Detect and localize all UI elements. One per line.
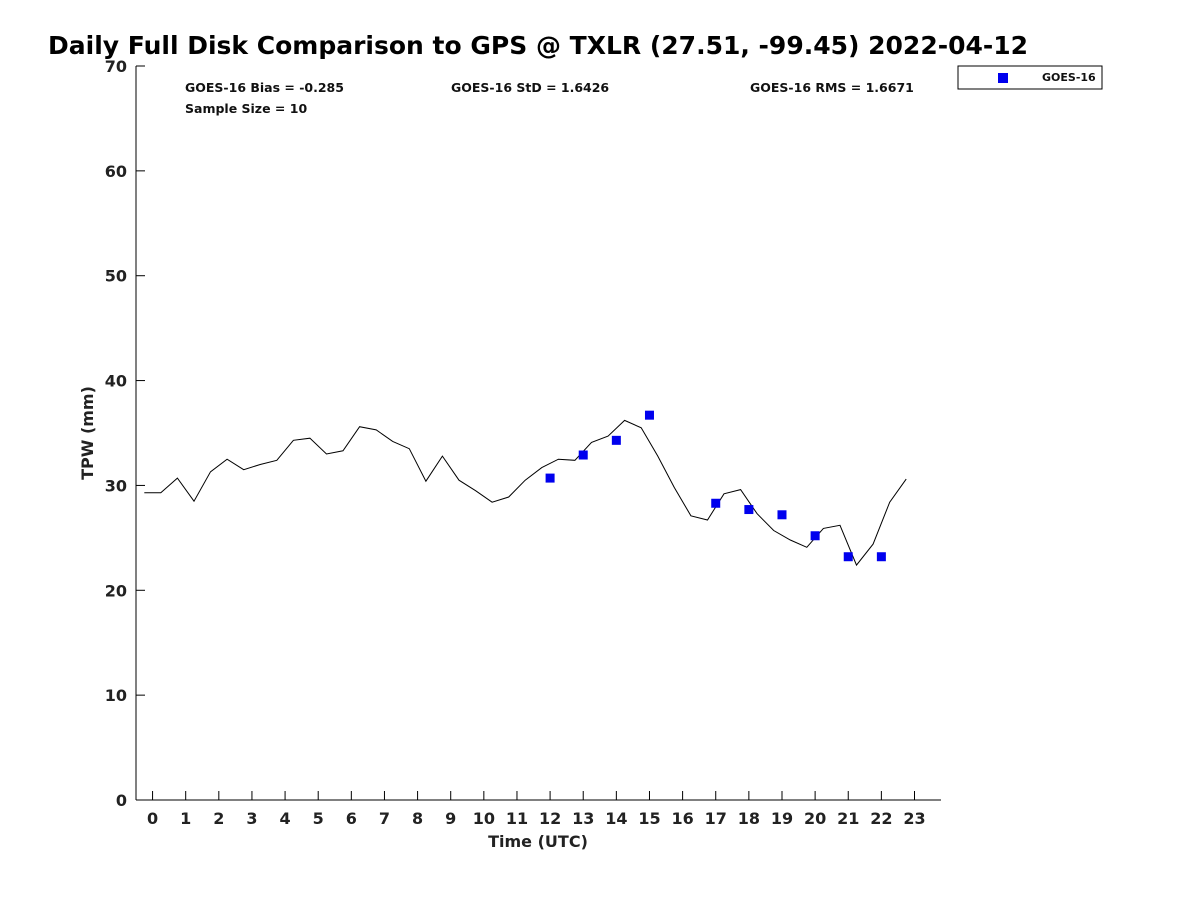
x-tick-label: 19 (771, 809, 793, 828)
x-axis-label: Time (UTC) (488, 832, 588, 851)
x-tick-label: 23 (903, 809, 925, 828)
x-tick-label: 7 (379, 809, 390, 828)
x-tick-label: 2 (213, 809, 224, 828)
x-tick-label: 1 (180, 809, 191, 828)
y-tick-label: 20 (105, 581, 127, 600)
x-tick-label: 15 (638, 809, 660, 828)
x-tick-label: 3 (246, 809, 257, 828)
x-tick-label: 18 (738, 809, 760, 828)
bias-stat: GOES-16 Bias = -0.285 (185, 80, 344, 95)
x-tick-label: 17 (705, 809, 727, 828)
x-tick-label: 21 (837, 809, 859, 828)
goes16-point (876, 552, 886, 562)
goes16-point (578, 450, 588, 460)
x-tick-label: 6 (346, 809, 357, 828)
gps-tpw-line (144, 419, 907, 567)
x-tick-label: 11 (506, 809, 528, 828)
x-tick-label: 9 (445, 809, 456, 828)
legend-box (957, 65, 1103, 90)
x-tick-label: 22 (870, 809, 892, 828)
goes16-point (711, 498, 721, 508)
y-tick-label: 0 (116, 791, 127, 810)
x-tick-label: 4 (280, 809, 291, 828)
goes16-point (810, 531, 820, 541)
x-tick-label: 0 (147, 809, 158, 828)
x-tick-label: 14 (605, 809, 627, 828)
x-tick-label: 8 (412, 809, 423, 828)
goes16-point (611, 435, 621, 445)
y-tick-label: 40 (105, 372, 127, 391)
x-tick-label: 5 (313, 809, 324, 828)
legend: GOES-16 (957, 65, 1103, 90)
goes16-points-layer (545, 410, 886, 562)
x-tick-label: 16 (671, 809, 693, 828)
y-tick-label: 30 (105, 476, 127, 495)
y-tick-label: 60 (105, 162, 127, 181)
x-tick-label: 20 (804, 809, 826, 828)
y-tick-label: 10 (105, 686, 127, 705)
chart-title: Daily Full Disk Comparison to GPS @ TXLR… (48, 31, 1028, 60)
y-tick-label: 70 (105, 57, 127, 76)
sample-size-stat: Sample Size = 10 (185, 101, 307, 116)
gps-line-layer (144, 419, 907, 567)
y-tick-label: 50 (105, 267, 127, 286)
goes16-point (545, 473, 555, 483)
x-tick-label: 10 (473, 809, 495, 828)
legend-label-goes16: GOES-16 (1042, 71, 1096, 84)
stats-annotations: GOES-16 Bias = -0.285 GOES-16 StD = 1.64… (185, 80, 914, 116)
goes16-point (843, 552, 853, 562)
std-stat: GOES-16 StD = 1.6426 (451, 80, 609, 95)
legend-marker-goes16 (998, 73, 1008, 83)
x-tick-label: 13 (572, 809, 594, 828)
y-axis-label: TPW (mm) (78, 386, 97, 480)
goes16-point (744, 505, 754, 515)
x-tick-label: 12 (539, 809, 561, 828)
goes16-point (777, 510, 787, 520)
goes16-point (644, 410, 654, 420)
rms-stat: GOES-16 RMS = 1.6671 (750, 80, 914, 95)
